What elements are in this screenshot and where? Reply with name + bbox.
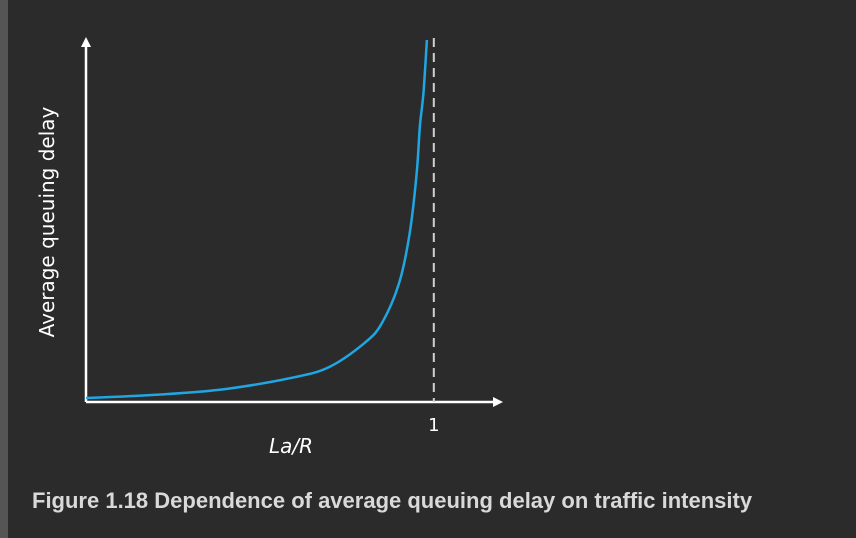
y-axis-label: Average queuing delay <box>35 106 59 337</box>
x-axis-label: La/R <box>269 434 313 458</box>
queuing-delay-chart: 1 La/R Average queuing delay <box>35 37 503 458</box>
x-tick-label-1: 1 <box>428 415 439 436</box>
figure-caption: Figure 1.18 Dependence of average queuin… <box>32 488 753 513</box>
queuing-delay-curve <box>85 39 429 400</box>
